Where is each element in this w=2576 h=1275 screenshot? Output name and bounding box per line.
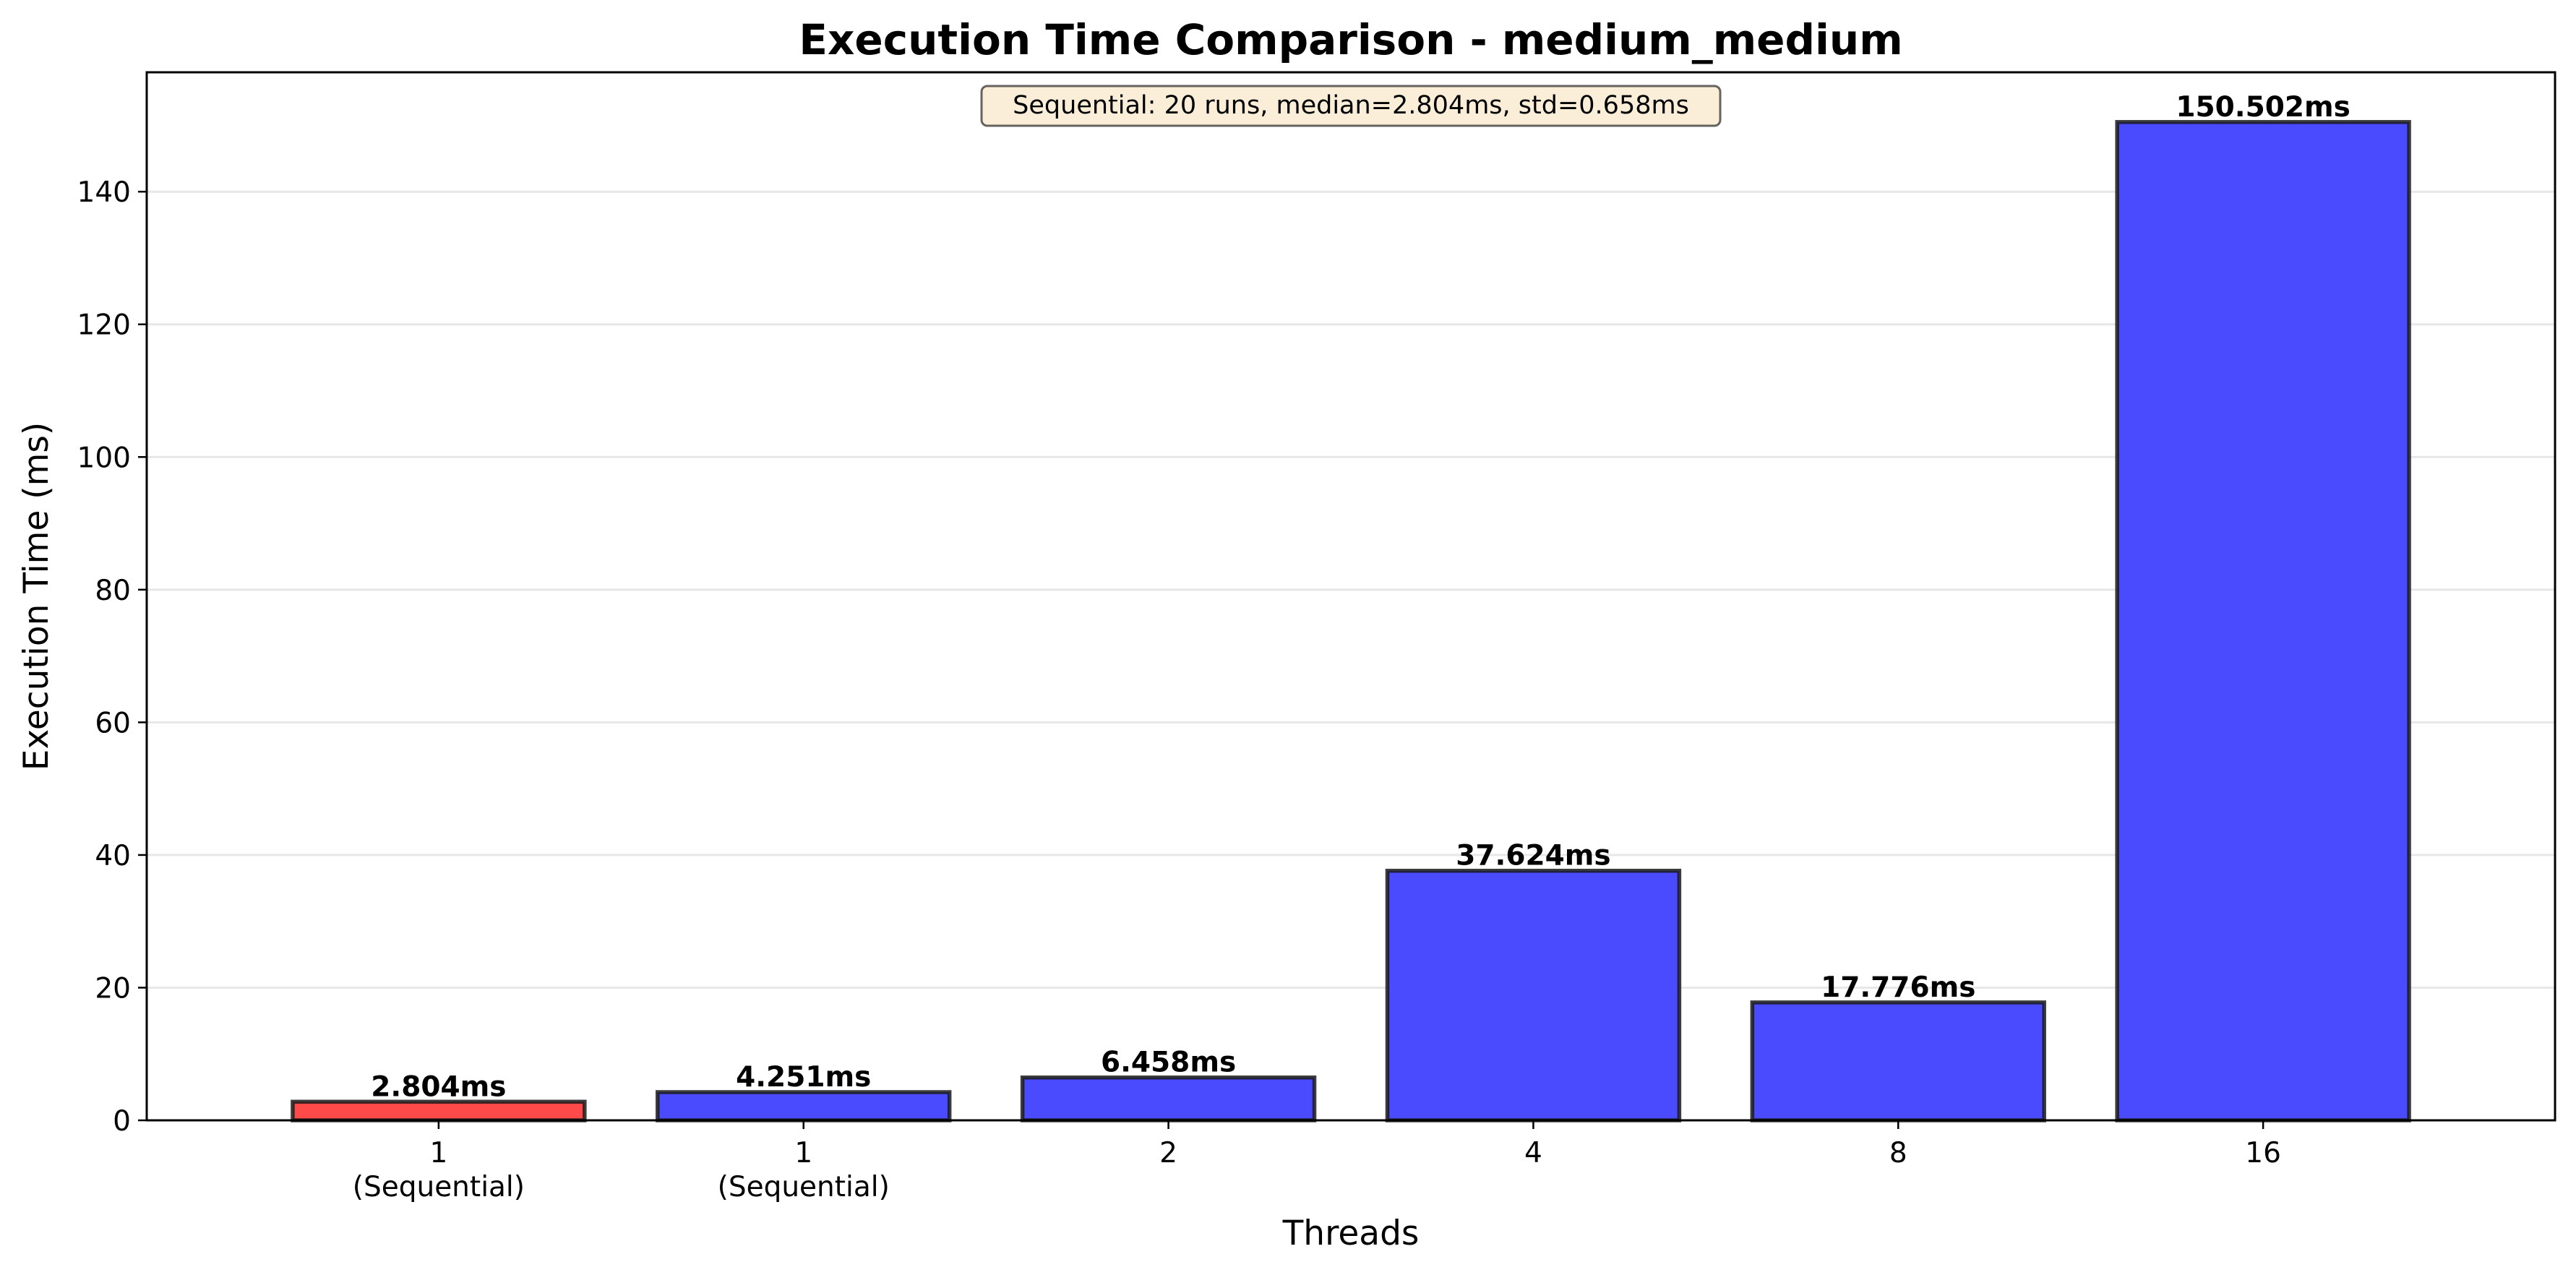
annotation-background xyxy=(980,85,1722,127)
bar-value-labels: 2.804ms 4.251ms 6.458ms 37.624ms 17.776ms 150… xyxy=(371,91,2350,1103)
bars xyxy=(291,120,2411,1122)
y-tick-label: 60 xyxy=(95,707,131,739)
bar xyxy=(2115,120,2411,1122)
x-tick-label: 1 (Sequential) xyxy=(353,1137,525,1203)
bar-value-label: 4.251ms xyxy=(736,1061,871,1094)
bar xyxy=(1020,1075,1317,1122)
y-axis-ticks: 0 20 40 60 80 100 120 140 xyxy=(77,176,147,1138)
chart-title: Execution Time Comparison - medium_mediu… xyxy=(799,15,1902,64)
annotation-text: Sequential: 20 runs, median=2.804ms, std… xyxy=(1013,91,1689,120)
bar-value-label: 17.776ms xyxy=(1821,971,1975,1004)
x-tick-label: 1 (Sequential) xyxy=(718,1137,890,1203)
x-tick-label: 8 xyxy=(1889,1137,1907,1169)
x-axis-ticks: 1 (Sequential) 1 (Sequential) 2 4 8 16 xyxy=(353,1120,2281,1203)
y-tick-label: 40 xyxy=(95,840,131,872)
y-tick-label: 20 xyxy=(95,972,131,1005)
bar-value-label: 6.458ms xyxy=(1101,1047,1236,1079)
bar xyxy=(1750,1000,2046,1122)
x-tick-label: 4 xyxy=(1524,1137,1542,1169)
y-tick-label: 0 xyxy=(113,1105,131,1138)
bar-value-label: 2.804ms xyxy=(371,1070,506,1103)
x-axis-label: Threads xyxy=(1282,1214,1420,1253)
y-tick-label: 80 xyxy=(95,575,131,607)
bar-value-label: 37.624ms xyxy=(1456,840,1610,872)
y-axis-label: Execution Time (ms) xyxy=(17,422,56,770)
y-tick-label: 120 xyxy=(77,309,131,342)
bar-value-label: 150.502ms xyxy=(2176,91,2350,124)
x-tick-label: 16 xyxy=(2245,1137,2281,1169)
x-tick-label: 2 xyxy=(1159,1137,1177,1169)
y-tick-label: 100 xyxy=(77,442,131,474)
plot-area-frame xyxy=(145,71,2556,1122)
bar xyxy=(291,1099,587,1122)
bar xyxy=(1385,868,1682,1122)
bar xyxy=(656,1090,952,1122)
y-tick-label: 140 xyxy=(77,176,131,209)
annotation-box: Sequential: 20 runs, median=2.804ms, std… xyxy=(980,85,1722,127)
